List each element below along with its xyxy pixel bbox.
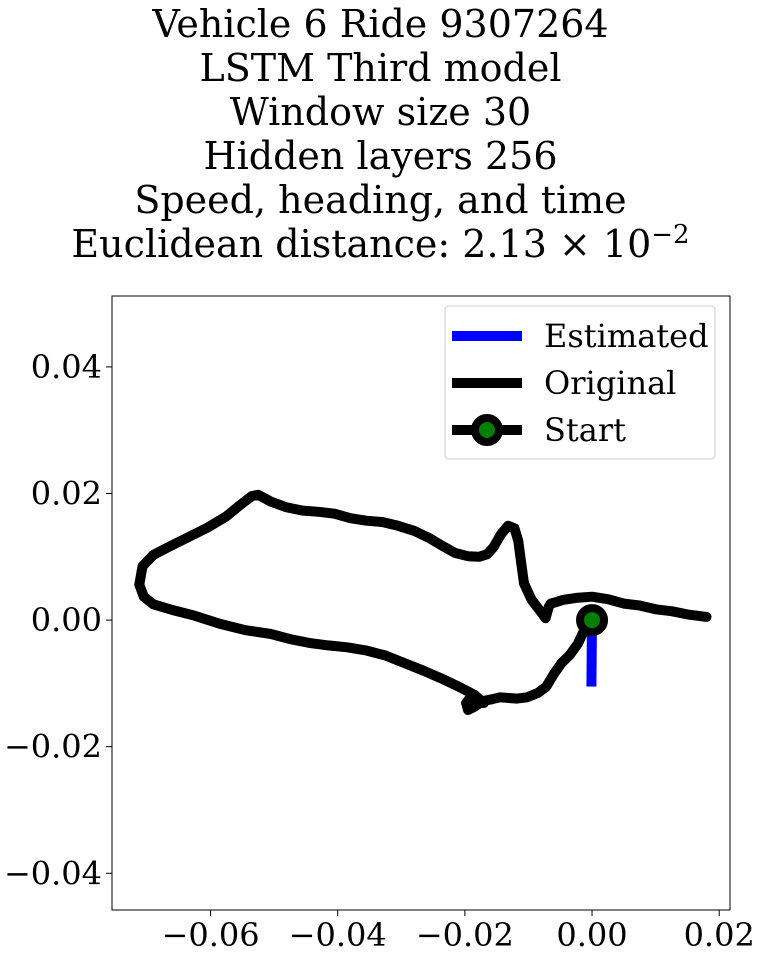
title-line-1: Vehicle 6 Ride 9307264 (152, 2, 609, 46)
legend-box (444, 305, 716, 460)
ticks-layer: −0.06 −0.04 −0.02 0.00 0.02 0.04 0.02 0.00 −0.02… (4, 348, 755, 954)
y-tick-label: 0.00 (31, 601, 102, 639)
title-line-5: Speed, heading, and time (134, 178, 627, 222)
chart-title: Vehicle 6 Ride 9307264 LSTM Third model … (0, 2, 761, 266)
title-line-6: Euclidean distance: 2.13 × 10−2 (0, 222, 761, 266)
series-original-line (134, 489, 712, 715)
series-start-marker (576, 604, 609, 637)
legend: Estimated Original Start (444, 305, 716, 460)
legend-estimated-label: Estimated (544, 317, 709, 355)
title-distance-label: Euclidean distance: (71, 222, 463, 266)
y-tick-label: 0.04 (31, 348, 102, 386)
data-layer (134, 489, 712, 715)
y-tick-label: 0.02 (31, 474, 102, 512)
x-tick-label: 0.02 (684, 916, 755, 954)
legend-start-label: Start (544, 411, 626, 449)
x-tick-label: −0.02 (416, 916, 514, 954)
y-tick-label: −0.04 (4, 854, 102, 892)
x-tick-label: −0.04 (289, 916, 387, 954)
legend-start-swatch-marker (471, 414, 503, 446)
title-line-3: Window size 30 (229, 90, 532, 134)
y-tick-label: −0.02 (4, 728, 102, 766)
legend-original-label: Original (544, 364, 676, 402)
title-line-2: LSTM Third model (199, 46, 562, 90)
plot-frame (111, 295, 731, 911)
title-line-4: Hidden layers 256 (203, 134, 558, 178)
title-distance-exponent: −2 (651, 220, 690, 250)
title-distance-mantissa: 2.13 × 10 (462, 222, 652, 266)
x-tick-label: −0.06 (162, 916, 260, 954)
x-tick-label: 0.00 (556, 916, 627, 954)
